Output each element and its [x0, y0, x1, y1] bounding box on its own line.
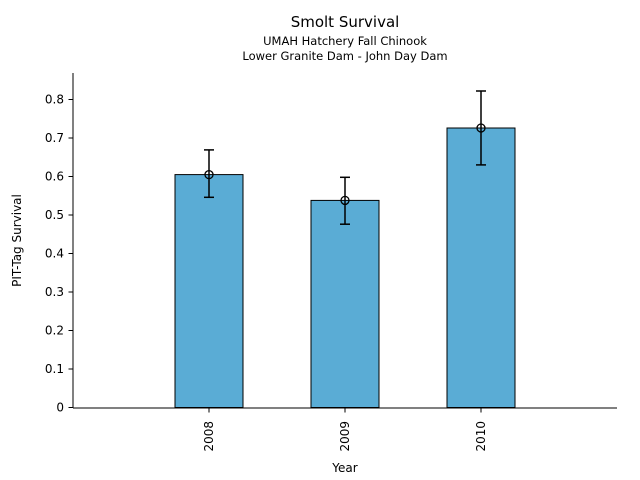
y-tick-label: 0.2	[45, 324, 64, 338]
x-axis-label: Year	[331, 461, 357, 475]
y-tick-label: 0	[56, 401, 64, 415]
chart-subtitle-line1: UMAH Hatchery Fall Chinook	[263, 34, 427, 48]
y-tick-label: 0.5	[45, 208, 64, 222]
x-tick-label: 2008	[202, 421, 216, 452]
y-tick-label: 0.3	[45, 285, 64, 299]
x-tick-label: 2010	[474, 421, 488, 452]
mean-marker-2010	[476, 123, 486, 133]
x-tick-label: 2009	[338, 421, 352, 452]
y-tick-label: 0.7	[45, 131, 64, 145]
mean-marker-2009	[340, 195, 350, 206]
mean-marker-2008	[204, 169, 214, 180]
y-tick-label: 0.4	[45, 247, 64, 261]
chart-subtitle-line2: Lower Granite Dam - John Day Dam	[242, 49, 448, 63]
bar-2010	[446, 127, 516, 408]
y-axis-label: PIT-Tag Survival	[10, 194, 24, 287]
chart-title: Smolt Survival	[290, 13, 400, 31]
y-tick-label: 0.8	[45, 93, 64, 107]
bar-2008	[174, 174, 244, 408]
y-tick-label: 0.6	[45, 170, 64, 184]
y-tick-label: 0.1	[45, 362, 64, 376]
bar-2009	[310, 199, 380, 408]
